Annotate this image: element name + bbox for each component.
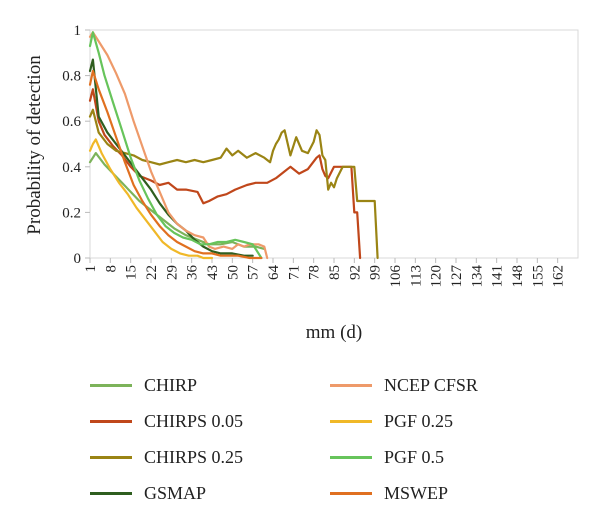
- legend-item-6: PGF 0.5: [330, 444, 444, 470]
- legend-label-1: CHIRPS 0.05: [144, 410, 244, 431]
- legend-label-3: GSMAP: [144, 482, 207, 503]
- x-tick-label-12: 85: [327, 265, 343, 280]
- x-tick-label-11: 78: [307, 265, 323, 280]
- x-tick-label-18: 127: [449, 265, 465, 288]
- x-tick-label-14: 99: [368, 265, 384, 280]
- legend-item-1: CHIRPS 0.05: [90, 408, 243, 434]
- legend-swatch-7: [330, 491, 372, 495]
- x-tick-label-4: 29: [164, 265, 180, 280]
- x-tick-label-15: 106: [388, 265, 404, 288]
- series-line-3: [88, 58, 254, 257]
- legend-label-5: PGF 0.25: [384, 410, 454, 431]
- legend-label-0: CHIRP: [144, 374, 198, 395]
- legend-swatch-2: [90, 455, 132, 459]
- legend-label-6: PGF 0.5: [384, 446, 445, 467]
- x-tick-label-16: 113: [408, 265, 424, 287]
- x-tick-label-23: 162: [551, 265, 567, 288]
- y-axis-title: Probability of detection: [24, 55, 45, 235]
- x-axis-title: mm (d): [306, 322, 362, 343]
- y-tick-label-1: 0.2: [62, 205, 81, 221]
- y-tick-label-5: 1: [74, 23, 82, 39]
- legend-swatch-1: [90, 419, 132, 423]
- x-tick-label-21: 148: [510, 265, 526, 288]
- legend-swatch-3: [90, 491, 132, 495]
- legend-swatch-4: [330, 383, 372, 387]
- series-line-4: [88, 31, 269, 260]
- x-tick-label-7: 50: [225, 265, 241, 280]
- legend-item-2: CHIRPS 0.25: [90, 444, 243, 470]
- x-tick-label-10: 71: [286, 265, 302, 280]
- x-tick-label-8: 57: [246, 265, 262, 281]
- legend-item-0: CHIRP: [90, 372, 197, 398]
- series-line-6: [88, 31, 263, 260]
- x-tick-label-3: 22: [144, 265, 160, 280]
- x-tick-label-17: 120: [429, 265, 445, 288]
- legend-swatch-6: [330, 455, 372, 459]
- y-tick-label-0: 0: [74, 251, 82, 267]
- legend-label-2: CHIRPS 0.25: [144, 446, 244, 467]
- plot-area: 00.20.40.60.811 8 15 22 29 36 43 50 57 64 71 78 85 92…: [62, 23, 579, 288]
- y-tick-label-4: 0.8: [62, 69, 81, 85]
- x-tick-label-20: 141: [490, 265, 506, 288]
- x-tick-label-9: 64: [266, 265, 282, 281]
- x-tick-label-13: 92: [347, 265, 363, 280]
- series-line-7: [88, 69, 263, 260]
- legend-item-4: NCEP CFSR: [330, 372, 478, 398]
- x-tick-label-1: 8: [103, 265, 119, 273]
- chart: Probability of detection mm (d) 0 0.2 0.4 0…: [24, 23, 579, 343]
- legend-label-4: NCEP CFSR: [384, 374, 478, 395]
- series-line-2: [88, 108, 379, 260]
- legend-swatch-5: [330, 419, 372, 423]
- legend-item-7: MSWEP: [330, 480, 448, 506]
- legend-swatch-0: [90, 383, 132, 387]
- legend-item-5: PGF 0.25: [330, 408, 453, 434]
- x-tick-label-5: 36: [185, 265, 201, 281]
- series-line-5: [88, 138, 214, 260]
- y-tick-label-3: 0.6: [62, 114, 81, 130]
- x-tick-label-19: 134: [469, 265, 485, 288]
- x-tick-label-2: 15: [124, 265, 140, 280]
- x-tick-label-0: 1: [83, 265, 99, 273]
- x-tick-label-6: 43: [205, 265, 221, 280]
- y-tick-label-2: 0.4: [62, 160, 81, 176]
- x-tick-label-22: 155: [530, 265, 546, 288]
- legend-item-3: GSMAP: [90, 480, 206, 506]
- legend-label-7: MSWEP: [384, 482, 449, 503]
